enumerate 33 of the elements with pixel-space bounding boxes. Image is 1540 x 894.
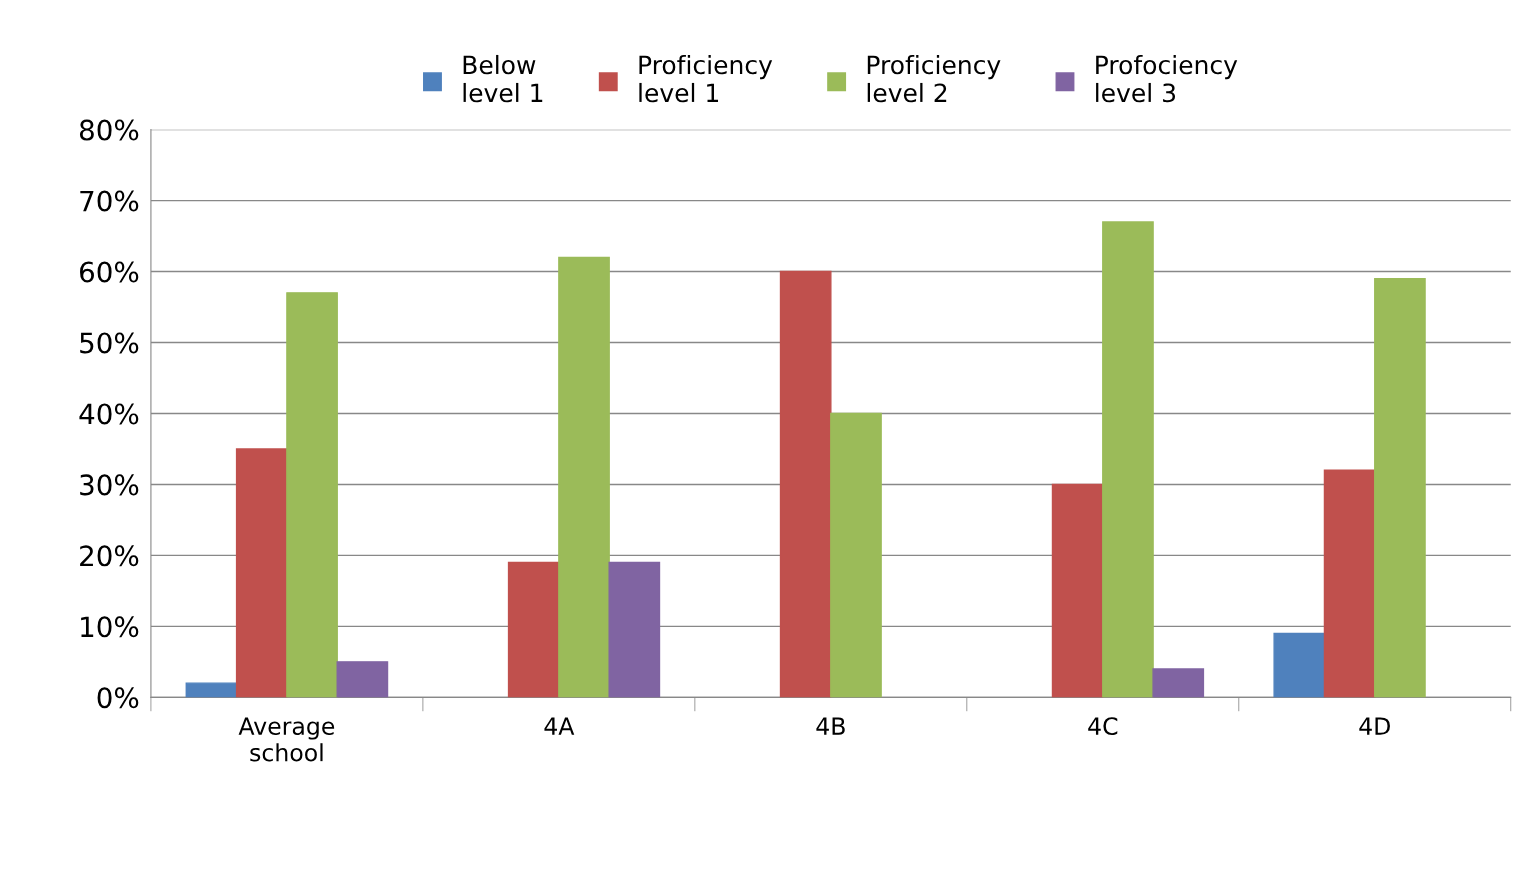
- bar: [1051, 483, 1104, 698]
- bar: [779, 270, 832, 698]
- legend-label: Below level 1: [463, 54, 543, 103]
- legend-label: Proficiency level 1: [639, 54, 773, 103]
- bar: [608, 561, 661, 698]
- y-tick-label: 0%: [97, 687, 139, 709]
- x-tick-label: 4A: [544, 717, 575, 735]
- bar: [1323, 469, 1376, 698]
- x-tick-label: 4D: [1359, 717, 1390, 735]
- y-tick-label: 40%: [79, 403, 139, 425]
- y-tick-label: 50%: [80, 332, 139, 354]
- bar: [1152, 668, 1205, 698]
- y-tick-label: 30%: [80, 474, 139, 496]
- y-tick-label: 20%: [80, 545, 139, 567]
- x-tick-label: Average school: [238, 717, 335, 762]
- x-tick-label: 4C: [1088, 717, 1118, 736]
- y-tick-label: 60%: [80, 261, 139, 283]
- bar: [1102, 221, 1154, 698]
- bar: [507, 561, 560, 698]
- bar: [185, 682, 238, 698]
- y-tick-label: 10%: [81, 616, 139, 638]
- bar: [830, 412, 882, 698]
- bar: [1273, 632, 1326, 698]
- bar: [286, 292, 338, 698]
- y-tick-label: 80%: [79, 119, 139, 141]
- x-tick-label: 4B: [816, 717, 845, 735]
- bar: [235, 448, 288, 698]
- bar: [1374, 277, 1426, 698]
- y-tick-label: 70%: [80, 190, 139, 212]
- bar: [558, 256, 610, 698]
- legend-label: Proficiency level 2: [867, 54, 1001, 103]
- legend-label: Profociency level 3: [1096, 54, 1238, 103]
- bar: [336, 661, 389, 698]
